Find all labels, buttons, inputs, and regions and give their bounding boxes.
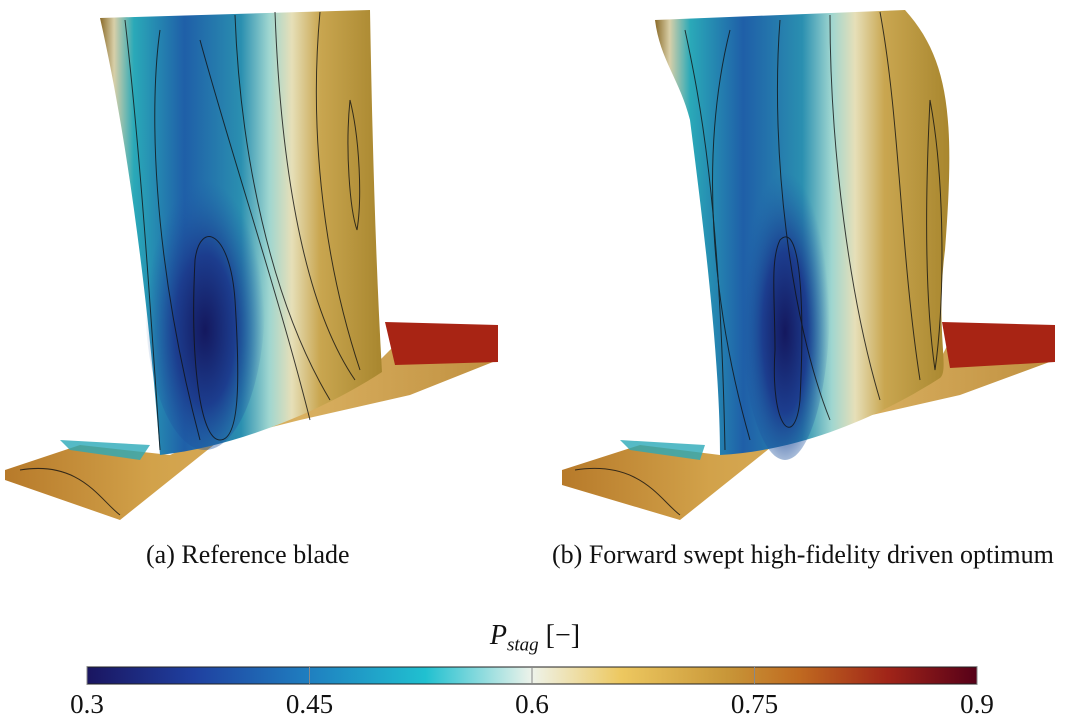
tick-label: 0.6 xyxy=(515,689,549,719)
caption-b: (b) Forward swept high-fidelity driven o… xyxy=(552,540,1054,569)
tick-label: 0.3 xyxy=(70,689,104,719)
panel-b-render xyxy=(562,10,1055,520)
symbol: P xyxy=(489,620,507,651)
colorbar-label: Pstag [−] xyxy=(0,620,1070,657)
tick-label: 0.9 xyxy=(960,689,994,719)
colorbar: 0.3 0.45 0.6 0.75 0.9 xyxy=(70,666,994,719)
panel-a-render xyxy=(5,10,498,520)
unit: [−] xyxy=(545,620,581,651)
tick-label: 0.45 xyxy=(286,689,333,719)
figure-renderings xyxy=(5,10,1055,520)
subscript: stag xyxy=(506,634,539,656)
tick-label: 0.75 xyxy=(731,689,778,719)
caption-a: (a) Reference blade xyxy=(146,540,350,569)
